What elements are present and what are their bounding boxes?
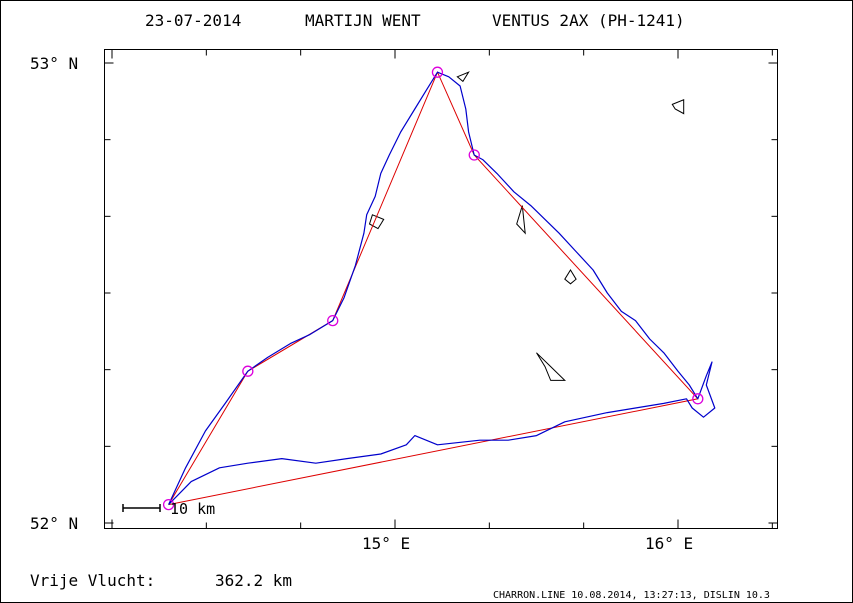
title-date: 23-07-2014 [145, 11, 241, 30]
turnpoint-circle [692, 393, 704, 405]
axis-tick-labels: 52° N 53° N 15° E 16° E [30, 54, 693, 553]
distance-label: Vrije Vlucht: [30, 571, 155, 590]
turnpoint-circle [162, 498, 175, 511]
track-line [168, 71, 716, 506]
x-tick-label: 15° E [362, 534, 410, 553]
y-tick-label: 52° N [30, 514, 78, 533]
lake-outline [536, 352, 567, 381]
lake-outline [671, 99, 685, 115]
lake-outline [516, 205, 526, 235]
title-glider: VENTUS 2AX (PH-1241) [492, 11, 685, 30]
turnpoint-circle [468, 149, 480, 161]
x-tick-label: 16° E [645, 534, 693, 553]
turnpoints [162, 66, 704, 511]
turnpoint-circle [327, 314, 339, 327]
lake-outline [368, 214, 385, 230]
distance-value: 362.2 km [215, 571, 292, 590]
turnpoint-circle [431, 66, 444, 78]
axis-ticks [104, 49, 778, 529]
flight-track [168, 71, 716, 506]
y-tick-label: 53° N [30, 54, 78, 73]
task-route [168, 70, 699, 506]
lake-outline [456, 71, 470, 83]
credit-line: CHARRON.LINE 10.08.2014, 13:27:13, DISLI… [493, 590, 770, 601]
task-line [168, 70, 699, 506]
lake-outline [564, 269, 577, 285]
title-pilot: MARTIJN WENT [305, 11, 421, 30]
scale-bar: 10 km [122, 500, 215, 518]
lake-outlines [368, 71, 685, 381]
scale-bar-label: 10 km [170, 500, 215, 518]
turnpoint-circle [242, 365, 254, 377]
plot-frame [104, 49, 778, 529]
